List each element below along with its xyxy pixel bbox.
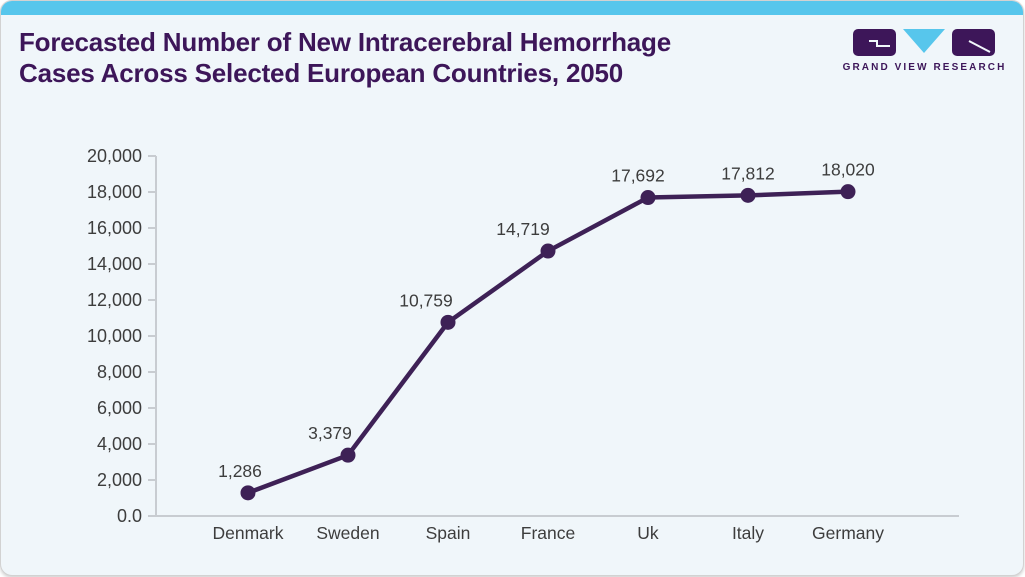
y-tick-label: 4,000 bbox=[97, 434, 142, 454]
data-point-marker bbox=[540, 243, 556, 259]
y-tick-label: 14,000 bbox=[87, 254, 142, 274]
page-title-line-1: Forecasted Number of New Intracerebral H… bbox=[19, 27, 671, 57]
data-point-label: 17,812 bbox=[721, 163, 775, 183]
x-category-label: Uk bbox=[637, 523, 659, 543]
data-point-marker bbox=[240, 485, 256, 501]
page-title-line-2: Cases Across Selected European Countries… bbox=[19, 58, 623, 88]
y-tick-label: 10,000 bbox=[87, 326, 142, 346]
data-point-label: 14,719 bbox=[496, 219, 550, 239]
x-category-label: Denmark bbox=[213, 523, 284, 543]
data-point-marker bbox=[440, 314, 456, 330]
y-tick-label: 18,000 bbox=[87, 182, 142, 202]
page-title: Forecasted Number of New Intracerebral H… bbox=[19, 27, 671, 89]
gvr-logo: GRAND VIEW RESEARCH bbox=[843, 28, 1004, 73]
y-tick-label: 20,000 bbox=[87, 146, 142, 166]
x-category-label: Germany bbox=[812, 523, 884, 543]
y-tick-label: 12,000 bbox=[87, 290, 142, 310]
data-point-marker bbox=[640, 190, 656, 206]
y-tick-label: 8,000 bbox=[97, 362, 142, 382]
gvr-logo-icon bbox=[853, 29, 995, 56]
y-tick-label: 2,000 bbox=[97, 470, 142, 490]
data-point-label: 10,759 bbox=[399, 290, 453, 310]
data-point-label: 18,020 bbox=[821, 160, 875, 180]
data-point-marker bbox=[840, 184, 856, 200]
top-accent-bar bbox=[1, 1, 1023, 15]
y-tick-label: 0.0 bbox=[117, 506, 142, 526]
gvr-logo-text: GRAND VIEW RESEARCH bbox=[842, 62, 1007, 73]
data-point-marker bbox=[740, 187, 756, 203]
data-point-label: 3,379 bbox=[308, 423, 352, 443]
data-point-marker bbox=[340, 447, 356, 463]
x-category-label: Spain bbox=[426, 523, 471, 543]
x-category-label: France bbox=[521, 523, 575, 543]
data-point-label: 17,692 bbox=[611, 166, 665, 186]
y-tick-label: 6,000 bbox=[97, 398, 142, 418]
data-point-label: 1,286 bbox=[218, 461, 262, 481]
y-tick-label: 16,000 bbox=[87, 218, 142, 238]
x-category-label: Sweden bbox=[316, 523, 379, 543]
x-category-label: Italy bbox=[732, 523, 764, 543]
